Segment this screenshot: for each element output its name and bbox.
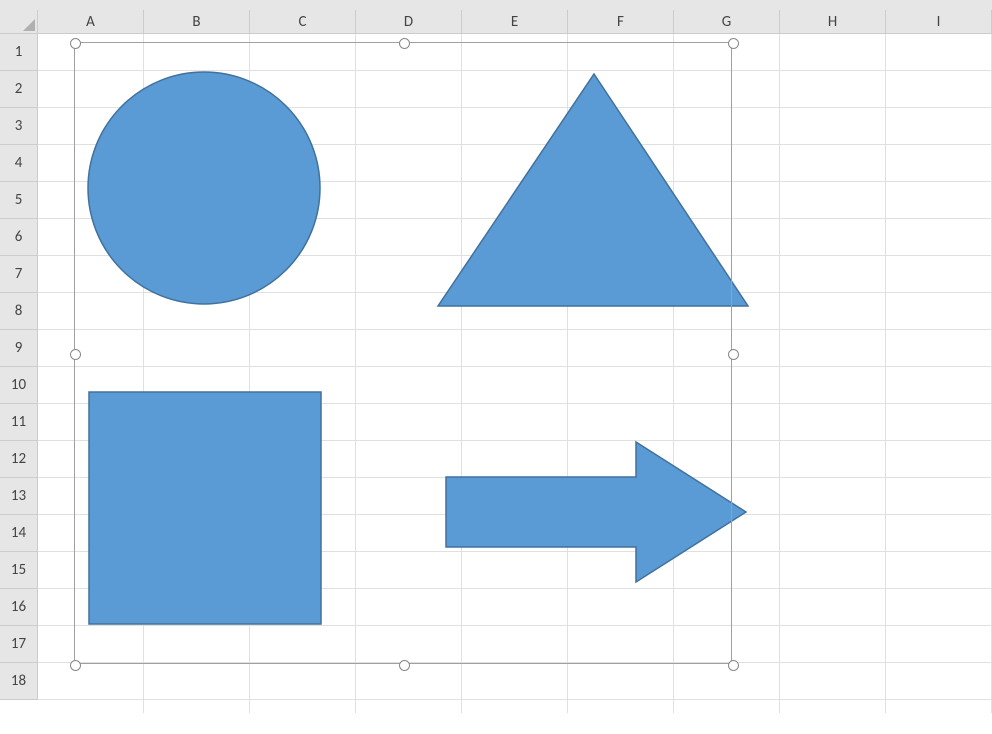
selection-handle[interactable] — [399, 38, 410, 49]
gridline-vertical — [461, 34, 462, 713]
selection-handle[interactable] — [70, 660, 81, 671]
column-header-C[interactable]: C — [250, 10, 356, 34]
column-header-D[interactable]: D — [356, 10, 462, 34]
selection-handle[interactable] — [728, 349, 739, 360]
row-header-10[interactable]: 10 — [0, 367, 38, 404]
row-header-2[interactable]: 2 — [0, 71, 38, 108]
cell-grid[interactable] — [38, 34, 992, 713]
gridline-horizontal — [38, 366, 992, 367]
select-all-icon — [23, 19, 35, 31]
column-headers: ABCDEFGHI — [38, 10, 992, 34]
column-header-H[interactable]: H — [780, 10, 886, 34]
row-header-15[interactable]: 15 — [0, 552, 38, 589]
row-header-4[interactable]: 4 — [0, 145, 38, 182]
column-header-E[interactable]: E — [462, 10, 568, 34]
column-header-B[interactable]: B — [144, 10, 250, 34]
row-header-9[interactable]: 9 — [0, 330, 38, 367]
column-header-I[interactable]: I — [886, 10, 992, 34]
gridline-horizontal — [38, 699, 992, 700]
worksheet: ABCDEFGHI 123456789101112131415161718 — [0, 10, 992, 713]
row-header-1[interactable]: 1 — [0, 34, 38, 71]
selection-handle[interactable] — [728, 660, 739, 671]
row-header-14[interactable]: 14 — [0, 515, 38, 552]
shape-square[interactable] — [87, 390, 323, 626]
row-header-17[interactable]: 17 — [0, 626, 38, 663]
row-header-16[interactable]: 16 — [0, 589, 38, 626]
row-header-3[interactable]: 3 — [0, 108, 38, 145]
selection-handle[interactable] — [70, 38, 81, 49]
gridline-vertical — [885, 34, 886, 713]
gridline-vertical — [779, 34, 780, 713]
row-header-6[interactable]: 6 — [0, 219, 38, 256]
gridline-vertical — [355, 34, 356, 713]
row-header-5[interactable]: 5 — [0, 182, 38, 219]
select-all-corner[interactable] — [0, 10, 38, 34]
column-header-A[interactable]: A — [38, 10, 144, 34]
window-top-strip — [0, 0, 992, 10]
row-header-8[interactable]: 8 — [0, 293, 38, 330]
row-header-12[interactable]: 12 — [0, 441, 38, 478]
row-header-7[interactable]: 7 — [0, 256, 38, 293]
row-header-13[interactable]: 13 — [0, 478, 38, 515]
selection-handle[interactable] — [728, 38, 739, 49]
selection-handle[interactable] — [70, 349, 81, 360]
row-header-18[interactable]: 18 — [0, 663, 38, 700]
column-header-G[interactable]: G — [674, 10, 780, 34]
shape-circle[interactable] — [86, 70, 322, 306]
row-headers: 123456789101112131415161718 — [0, 34, 38, 700]
shape-arrow-right[interactable] — [444, 440, 748, 584]
gridline-vertical — [673, 34, 674, 713]
row-header-11[interactable]: 11 — [0, 404, 38, 441]
selection-handle[interactable] — [399, 660, 410, 671]
column-header-F[interactable]: F — [568, 10, 674, 34]
gridline-horizontal — [38, 662, 992, 663]
gridline-horizontal — [38, 329, 992, 330]
